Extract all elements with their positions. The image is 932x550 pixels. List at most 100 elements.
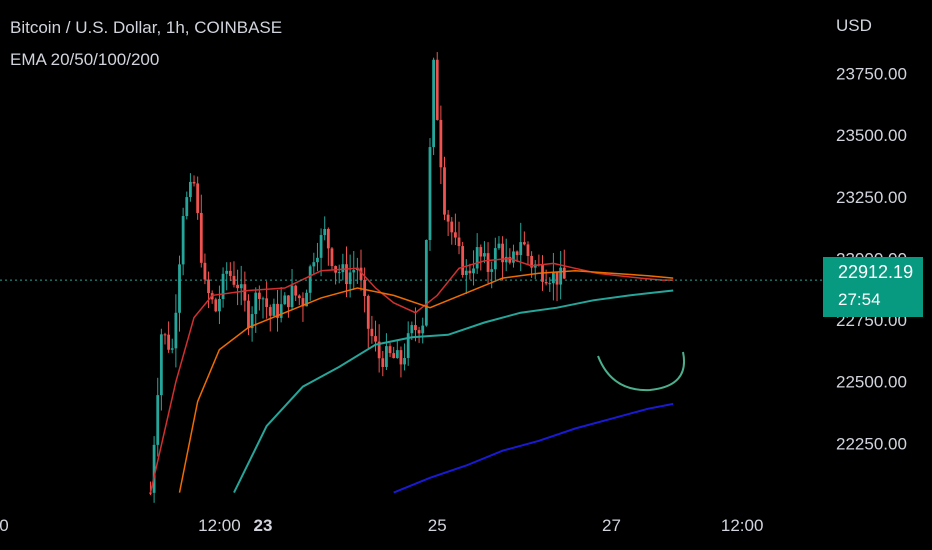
candle-body [446,214,450,222]
candle-body [450,221,454,233]
candle-body [225,270,229,274]
candle-body [254,292,258,315]
y-tick-label: 22500.00 [836,373,907,392]
candle-body [279,304,283,318]
ema-line [233,289,674,494]
candle-body [385,346,388,367]
candle-body [228,270,232,276]
candle-body [388,346,392,354]
candle-body [316,257,319,263]
candle-body [337,272,341,274]
candle-body [555,271,559,285]
candle-body [167,334,171,350]
candle-body [312,262,316,267]
candle-body [359,267,363,280]
candle-body [483,253,486,257]
candle-body [526,244,530,256]
candle-body [515,251,519,256]
candle-body [374,336,377,342]
candle-body [424,240,428,326]
candle-body [268,307,272,316]
candle-body [170,348,174,350]
candle-body [232,275,236,285]
candle-body [439,119,443,168]
candle-body [453,232,457,238]
candle-body [552,271,555,284]
ema-line [393,402,674,494]
indicator-label[interactable]: EMA 20/50/100/200 [10,50,160,69]
candle-body [199,212,203,263]
candle-body [221,273,225,299]
y-tick-label: 23500.00 [836,126,907,145]
candle-body [290,285,294,308]
ema-line [149,257,674,493]
candle-body [392,353,396,359]
candle-body [326,228,330,249]
y-axis: USD 22250.0022500.0022750.0023000.002325… [836,16,907,453]
candle-body [156,395,160,445]
candle-body [399,350,403,365]
x-tick-label: 25 [428,516,447,535]
candle-body [301,298,305,307]
candle-body [501,243,504,263]
candle-body [486,253,490,272]
candle-body [214,299,218,312]
candle-body [363,279,367,297]
candle-body [475,247,479,269]
x-tick-label: 12:00 [721,516,764,535]
current-price-tag: 22912.19 27:54 [823,257,923,317]
candle-body [308,266,312,293]
candle-body [323,228,327,236]
candle-body [276,303,279,318]
candle-body [348,272,352,285]
candle-body [341,264,345,273]
candle-body [319,235,323,258]
candle-body [490,269,494,272]
candle-body [370,328,374,337]
candle-body [497,243,501,249]
candle-body [435,59,439,120]
candle-body [395,350,399,359]
candle-body [297,295,301,299]
candle-body [203,262,207,280]
candle-body [218,298,221,312]
candle-body [479,247,483,257]
x-tick-label: 27 [602,516,621,535]
candle-body [345,264,348,285]
y-axis-currency: USD [836,16,872,35]
candle-body [283,295,287,305]
candle-body [366,296,370,329]
x-tick-label: 23 [254,516,273,535]
candle-body [428,147,432,241]
y-tick-label: 23750.00 [836,65,907,84]
chart-title: Bitcoin / U.S. Dollar, 1h, COINBASE [10,18,283,37]
candle-body [403,358,406,365]
candle-body [287,295,290,308]
candle-body [261,298,265,300]
candle-body [149,492,152,494]
candle-body [410,325,414,334]
candle-body [247,300,250,329]
candle-body [504,256,508,263]
candle-body [189,181,192,198]
candle-body [239,284,243,289]
candle-body [421,325,425,334]
ema-layer [149,257,674,494]
candle-body [472,268,475,274]
candle-body [207,279,210,294]
candle-body [236,284,239,289]
candle-body [414,325,417,331]
candle-body [192,181,196,184]
candle-body [174,312,178,349]
candle-body [512,251,515,263]
candle-body [559,267,563,285]
candle-body [417,330,421,334]
candle-body [163,334,167,336]
candle-body [294,285,298,296]
candle-countdown: 27:54 [838,290,881,309]
candle-body [196,183,200,213]
candle-body [159,334,163,396]
candle-body [548,283,552,285]
candles-layer [149,52,566,503]
